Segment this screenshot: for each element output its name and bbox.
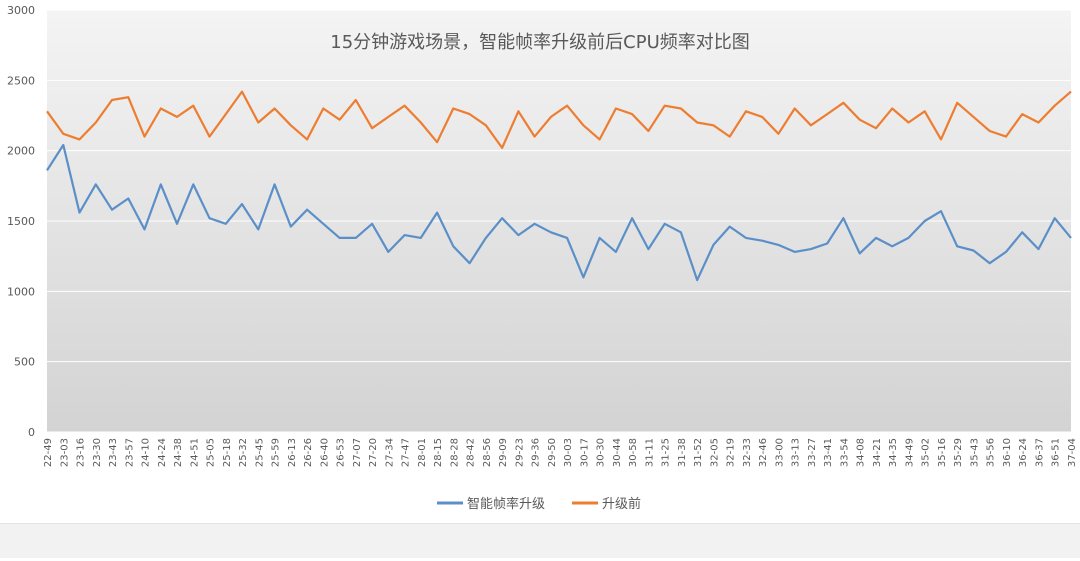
x-tick-label: 33-00	[774, 438, 785, 467]
x-tick-label: 31-38	[677, 438, 688, 467]
x-tick-label: 26-40	[319, 438, 330, 467]
legend-label-after-upgrade: 智能帧率升级	[467, 496, 545, 512]
x-tick-label: 25-59	[271, 438, 282, 467]
x-axis-ticks: 22-49 23-03 23-16 23-30 23-43 23-57 24-10 24-24…	[43, 438, 1078, 467]
x-tick-label: 33-13	[791, 438, 802, 467]
x-tick-label: 23-30	[92, 438, 103, 467]
x-tick-label: 31-11	[644, 438, 655, 467]
legend: 智能帧率升级 升级前	[437, 496, 641, 512]
x-tick-label: 26-53	[336, 438, 347, 467]
x-tick-label: 28-42	[466, 438, 477, 467]
x-tick-label: 33-54	[839, 438, 850, 467]
y-tick-label: 0	[28, 426, 35, 439]
x-tick-label: 32-33	[742, 438, 753, 467]
x-tick-label: 29-09	[498, 438, 509, 467]
x-tick-label: 24-51	[189, 438, 200, 467]
x-tick-label: 33-27	[807, 438, 818, 467]
x-tick-label: 28-01	[417, 438, 428, 467]
x-tick-label: 34-35	[888, 438, 899, 467]
x-tick-label: 27-20	[368, 438, 379, 467]
x-tick-label: 35-16	[937, 438, 948, 467]
x-tick-label: 35-56	[986, 438, 997, 467]
x-tick-label: 23-03	[59, 438, 70, 467]
x-tick-label: 34-08	[856, 438, 867, 467]
x-tick-label: 34-49	[904, 438, 915, 467]
x-tick-label: 28-28	[449, 438, 460, 467]
x-tick-label: 35-29	[953, 438, 964, 467]
x-tick-label: 25-05	[206, 438, 217, 467]
x-tick-label: 28-56	[482, 438, 493, 467]
x-tick-label: 34-21	[872, 438, 883, 467]
x-tick-label: 30-58	[628, 438, 639, 467]
series-line-before-upgrade	[46, 90, 1072, 149]
y-tick-label: 3000	[7, 4, 35, 17]
x-tick-label: 30-44	[612, 438, 623, 467]
x-tick-label: 32-05	[709, 438, 720, 467]
x-tick-label: 29-36	[531, 438, 542, 467]
x-tick-label: 36-37	[1034, 438, 1045, 467]
x-tick-label: 27-47	[401, 438, 412, 467]
x-tick-label: 30-30	[596, 438, 607, 467]
x-tick-label: 31-52	[693, 438, 704, 467]
x-tick-label: 26-13	[287, 438, 298, 467]
x-tick-label: 24-10	[141, 438, 152, 467]
x-tick-label: 30-03	[563, 438, 574, 467]
x-tick-label: 31-25	[661, 438, 672, 467]
x-tick-label: 25-18	[222, 438, 233, 467]
bottom-toolbar-strip	[0, 523, 1080, 558]
x-tick-label: 24-24	[157, 438, 168, 467]
series-lines	[46, 90, 1072, 282]
x-tick-label: 30-17	[579, 438, 590, 467]
x-tick-label: 37-04	[1067, 438, 1078, 467]
x-tick-label: 23-57	[124, 438, 135, 467]
x-tick-label: 22-49	[43, 438, 54, 467]
y-tick-label: 2500	[7, 74, 35, 87]
x-tick-label: 35-02	[921, 438, 932, 467]
x-tick-label: 32-19	[726, 438, 737, 467]
x-tick-label: 29-23	[514, 438, 525, 467]
x-tick-label: 35-43	[969, 438, 980, 467]
y-axis-ticks: 0 500 1000 1500 2000 2500 3000	[7, 4, 35, 439]
x-tick-label: 32-46	[758, 438, 769, 467]
series-line-after-upgrade	[46, 143, 1072, 282]
x-tick-label: 28-15	[433, 438, 444, 467]
chart-title: 15分钟游戏场景，智能帧率升级前后CPU频率对比图	[330, 32, 750, 53]
x-tick-label: 29-50	[547, 438, 558, 467]
x-tick-label: 26-26	[303, 438, 314, 467]
y-tick-label: 1000	[7, 285, 35, 298]
x-tick-label: 25-32	[238, 438, 249, 467]
x-tick-label: 24-38	[173, 438, 184, 467]
x-tick-label: 27-34	[384, 438, 395, 467]
y-tick-label: 1500	[7, 215, 35, 228]
x-tick-label: 23-43	[108, 438, 119, 467]
y-tick-label: 2000	[7, 145, 35, 158]
x-tick-label: 23-16	[76, 438, 87, 467]
legend-label-before-upgrade: 升级前	[602, 496, 641, 512]
x-tick-label: 25-45	[254, 438, 265, 467]
x-tick-label: 33-41	[823, 438, 834, 467]
x-tick-label: 27-07	[352, 438, 363, 467]
y-tick-label: 500	[14, 356, 35, 369]
x-tick-label: 36-51	[1051, 438, 1062, 467]
x-tick-label: 36-10	[1002, 438, 1013, 467]
x-tick-label: 36-24	[1018, 438, 1029, 467]
